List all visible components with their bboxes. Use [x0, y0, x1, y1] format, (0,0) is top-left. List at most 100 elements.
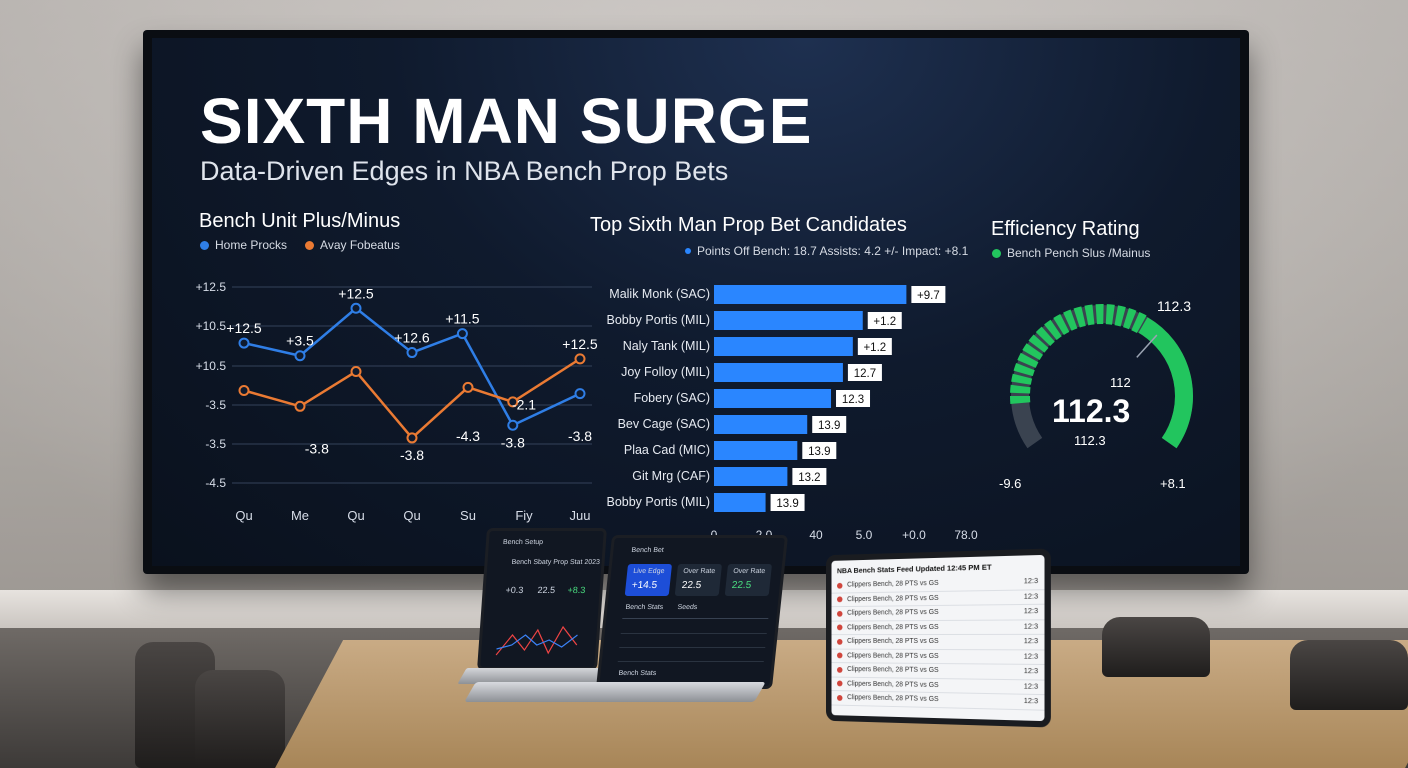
team-logo-icon	[836, 638, 843, 645]
laptop-2-screen: Bench Bet Live Edge +14.5 Over Rate 22.5…	[595, 535, 789, 689]
bar	[714, 389, 832, 408]
x-tick-label: Qu	[347, 508, 364, 523]
bar-category-label: Git Mrg (CAF)	[632, 469, 710, 483]
gauge-center-small: 112	[1110, 375, 1131, 390]
feed-row-text: Clippers Bench, 28 PTS vs GS	[847, 638, 939, 646]
laptop-2-card-2-value: 22.5	[681, 580, 702, 591]
gauge-segment	[1105, 304, 1115, 325]
data-point	[574, 388, 586, 400]
bar-value-label: 13.9	[818, 420, 840, 432]
bar-value-label: 13.2	[798, 472, 820, 484]
gauge-right-label: +8.1	[1160, 476, 1186, 491]
gauge-segment	[1011, 373, 1033, 385]
gauge-segment	[1063, 309, 1078, 331]
team-logo-icon	[836, 680, 843, 687]
bar	[714, 311, 863, 330]
team-logo-icon	[836, 582, 843, 589]
bar-category-label: Fobery (SAC)	[634, 391, 710, 405]
legend-home-dot	[200, 240, 209, 250]
bar-value-box	[792, 468, 827, 485]
gauge-segment	[1022, 343, 1044, 361]
bar-category-label: Joy Folloy (MIL)	[621, 365, 710, 379]
feed-row-time: 12:3	[1023, 623, 1039, 631]
tablet-feed-list: Clippers Bench, 28 PTS vs GS 12:3 Clippers…	[831, 574, 1045, 711]
team-logo-icon	[836, 666, 843, 673]
bar-value-box	[836, 390, 871, 407]
laptop-1-screen: Bench Setup Bench Sbaty Prop Stat 2023 +…	[477, 528, 607, 670]
legend-home-label: Home Procks	[215, 238, 288, 252]
team-logo-icon	[836, 694, 843, 701]
bar-category-label: Plaa Cad (MIC)	[624, 443, 710, 457]
gauge-legend-text: Bench Pench Slus /Mainus	[1007, 246, 1151, 260]
bar-value-box	[911, 286, 946, 303]
gauge-segment	[1073, 306, 1086, 328]
legend-away: Avay Fobeatus	[305, 238, 400, 252]
x-tick-label: Juu	[570, 508, 591, 523]
bar-value-label: +9.7	[917, 290, 940, 302]
laptop-1-stat-3: +8.3	[567, 585, 586, 595]
line-chart-title: Bench Unit Plus/Minus	[199, 210, 401, 232]
feed-row-text: Clippers Bench, 28 PTS vs GS	[847, 652, 939, 660]
data-label: +12.5	[338, 285, 374, 301]
data-point	[574, 353, 586, 365]
data-point	[350, 366, 362, 378]
feed-row[interactable]: Clippers Bench, 28 PTS vs GS 12:3	[831, 604, 1045, 622]
gauge-left-label: -9.6	[999, 476, 1022, 491]
laptop-1-mini-chart	[495, 625, 578, 656]
laptop-2-header: Bench Bet	[631, 547, 665, 554]
laptop-2-footer: Bench Stats	[618, 670, 657, 677]
bar	[714, 337, 853, 356]
x-tick-label: Me	[291, 508, 309, 523]
bar	[714, 441, 798, 460]
bar-value-label: +1.2	[863, 342, 886, 354]
laptop-1-subtitle: Bench Sbaty Prop Stat 2023	[511, 559, 601, 566]
laptop-2-card-3: Over Rate 22.5	[724, 564, 773, 596]
team-logo-icon	[836, 596, 843, 603]
bar-chart-title: Top Sixth Man Prop Bet Candidates	[590, 214, 907, 236]
feed-row-text: Clippers Bench, 28 PTS vs GS	[847, 623, 939, 631]
feed-row-time: 12:3	[1023, 653, 1039, 661]
feed-row[interactable]: Clippers Bench, 28 PTS vs GS 12:3	[831, 634, 1045, 650]
bar-legend-item: Points Off Bench: 18.7 Assists: 4.2 +/- …	[685, 244, 968, 258]
laptop-2-card-1: Live Edge +14.5	[624, 564, 673, 596]
chair-left-2	[195, 670, 285, 768]
feed-row[interactable]: Clippers Bench, 28 PTS vs GS 12:3	[831, 619, 1045, 636]
data-label: -3.8	[305, 441, 329, 457]
data-point	[294, 400, 306, 412]
chair-right-1	[1102, 617, 1210, 677]
bar-value-box	[857, 338, 892, 355]
bar-category-label: Bobby Portis (MIL)	[606, 495, 710, 509]
efficiency-gauge	[1010, 304, 1193, 449]
bar	[714, 493, 766, 512]
x-tick-label: Qu	[235, 508, 252, 523]
data-point	[456, 328, 468, 340]
data-point	[507, 396, 519, 408]
tv-display: SIXTH MAN SURGE Data-Driven Edges in NBA…	[143, 30, 1249, 574]
gauge-max-label: 112.3	[1157, 298, 1191, 314]
feed-row-time: 12:3	[1023, 578, 1039, 586]
data-label: +12.5	[226, 320, 262, 336]
bar-value-box	[802, 442, 837, 459]
data-label: -2.1	[512, 396, 536, 412]
bar-value-label: +1.2	[873, 316, 896, 328]
bar-value-box	[847, 364, 882, 381]
gauge-segment	[1131, 311, 1147, 334]
bar-chart-legend: Points Off Bench: 18.7 Assists: 4.2 +/- …	[685, 244, 968, 258]
data-point	[350, 302, 362, 314]
feed-row-time: 12:3	[1023, 698, 1039, 706]
bar-category-label: Bev Cage (SAC)	[618, 417, 710, 431]
laptop-2-card-2-label: Over Rate	[682, 568, 716, 575]
data-label: +11.5	[445, 311, 480, 327]
gauge-segment	[1010, 384, 1031, 394]
feed-row-time: 12:3	[1023, 593, 1039, 601]
laptop-2-list-header: Bench Stats	[625, 604, 664, 611]
gauge-segment	[1013, 363, 1035, 377]
feed-row-text: Clippers Bench, 28 PTS vs GS	[847, 694, 939, 704]
gauge-segment	[1053, 314, 1070, 335]
gauge-segment	[1044, 319, 1062, 341]
data-point	[238, 337, 250, 349]
laptop-2-list-row	[620, 626, 768, 634]
data-label: -4.3	[456, 428, 480, 444]
gauge-legend: Bench Pench Slus /Mainus	[992, 246, 1150, 260]
feed-row[interactable]: Clippers Bench, 28 PTS vs GS 12:3	[831, 691, 1045, 711]
